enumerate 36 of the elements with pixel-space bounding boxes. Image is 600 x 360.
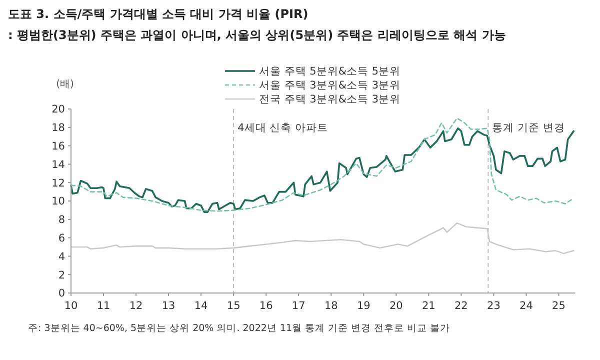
y-tick-label: 6 <box>58 232 66 244</box>
x-tick-label: 12 <box>129 300 143 312</box>
y-tick-label: 12 <box>52 177 65 190</box>
legend-label: 서울 주택 5분위&소득 5분위 <box>259 66 401 78</box>
y-tick-label: 8 <box>58 214 65 226</box>
chart-subtitle: : 평범한(3분위) 주택은 과열이 아니며, 서울의 상위(5분위) 주택은 리레이팅으로 해석 가능 <box>8 28 506 42</box>
y-tick-label: 18 <box>52 122 65 134</box>
line-series <box>70 222 574 254</box>
chart-title: 도표 3. 소득/주택 가격대별 소득 대비 가격 비율 (PIR) <box>8 7 308 21</box>
y-tick-label: 20 <box>52 104 65 116</box>
ref-line-label: 4세대 신축 아파트 <box>238 122 328 134</box>
legend-label: 서울 주택 3분위&소득 3분위 <box>259 80 401 92</box>
x-tick-label: 25 <box>552 300 566 312</box>
y-tick-label: 10 <box>52 196 65 208</box>
x-tick-label: 14 <box>194 300 208 312</box>
x-tick-label: 19 <box>356 300 370 312</box>
ref-line-label: 통계 기준 변경 <box>492 122 565 134</box>
y-tick-label: 0 <box>58 288 65 300</box>
x-tick-label: 16 <box>259 300 274 312</box>
x-tick-label: 24 <box>520 300 534 312</box>
x-tick-label: 21 <box>422 300 436 312</box>
x-tick-label: 23 <box>487 300 500 312</box>
x-tick-label: 20 <box>389 300 403 312</box>
x-tick-label: 13 <box>162 300 176 312</box>
y-tick-label: 4 <box>58 250 66 263</box>
y-tick-label: 16 <box>52 140 66 152</box>
x-tick-label: 18 <box>324 300 338 312</box>
text: 주: 3분위는 40~60%, 5분위는 상위 20% 의미. 2022년 11월 통계 기준 변경 전후로 비교 불가 <box>28 323 450 334</box>
x-tick-label: 11 <box>96 300 110 312</box>
x-tick-label: 17 <box>292 300 306 312</box>
x-tick-label: 22 <box>454 300 468 312</box>
y-tick-label: 2 <box>58 269 65 282</box>
legend-label: 전국 주택 3분위&소득 3분위 <box>259 94 401 106</box>
x-tick-label: 15 <box>226 300 240 312</box>
y-tick-label: 14 <box>52 158 66 171</box>
y-axis-title: (배) <box>56 79 74 90</box>
